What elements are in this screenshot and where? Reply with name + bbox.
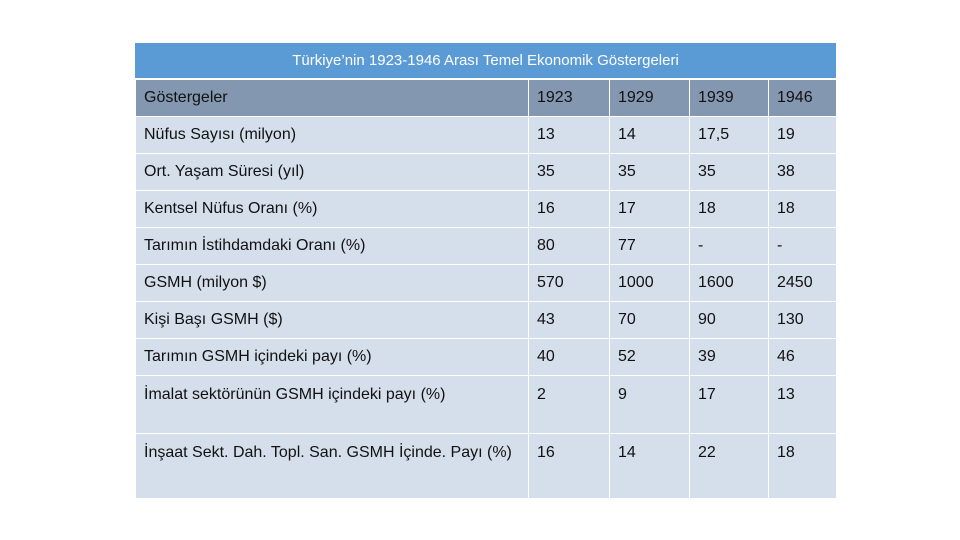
table-row: Tarımın GSMH içindeki payı (%) 40 52 39 46 — [135, 338, 837, 376]
table-cell: 35 — [528, 153, 610, 191]
table-cell: 13 — [768, 375, 837, 434]
table-cell: 14 — [609, 116, 690, 154]
table-cell: 19 — [768, 116, 837, 154]
table-cell: - — [768, 227, 837, 265]
table-cell: 2450 — [768, 264, 837, 302]
table-cell: 70 — [609, 301, 690, 339]
table-cell: 17,5 — [689, 116, 769, 154]
table-cell: 17 — [689, 375, 769, 434]
table-cell: 9 — [609, 375, 690, 434]
table-cell: 80 — [528, 227, 610, 265]
table-cell: 40 — [528, 338, 610, 376]
table-row: İmalat sektörünün GSMH içindeki payı (%)… — [135, 375, 837, 434]
table-cell: Göstergeler — [135, 79, 529, 117]
table-cell: 39 — [689, 338, 769, 376]
table-cell: İmalat sektörünün GSMH içindeki payı (%) — [135, 375, 529, 434]
table-cell: Kişi Başı GSMH ($) — [135, 301, 529, 339]
table-cell: 16 — [528, 433, 610, 499]
table-cell: 18 — [689, 190, 769, 228]
table-cell: 2 — [528, 375, 610, 434]
table-row: Tarımın İstihdamdaki Oranı (%) 80 77- - — [135, 227, 837, 265]
table-row: Göstergeler 1923 1929 1939 1946 — [135, 79, 837, 117]
table-cell: 570 — [528, 264, 610, 302]
table-cell: GSMH (milyon $) — [135, 264, 529, 302]
table-cell: 43 — [528, 301, 610, 339]
table-cell: 38 — [768, 153, 837, 191]
table-cell: 22 — [689, 433, 769, 499]
table-cell: 35 — [689, 153, 769, 191]
table-cell: 1929 — [609, 79, 690, 117]
table-row: Kentsel Nüfus Oranı (%) 16 17 18 18 — [135, 190, 837, 228]
table-cell: 35 — [609, 153, 690, 191]
table-cell: 13 — [528, 116, 610, 154]
table-cell: 1000 — [609, 264, 690, 302]
table-cell: - — [689, 227, 769, 265]
table-cell: İnşaat Sekt. Dah. Topl. San. GSMH İçinde… — [135, 433, 529, 499]
table-cell: 77 — [609, 227, 690, 265]
table: Göstergeler 1923 1929 1939 1946 Nüfus Sayısı … — [135, 79, 837, 499]
table-row: Kişi Başı GSMH ($) 43 70 90 130 — [135, 301, 837, 339]
table-cell: Tarımın İstihdamdaki Oranı (%) — [135, 227, 529, 265]
table-cell: 90 — [689, 301, 769, 339]
table-row: İnşaat Sekt. Dah. Topl. San. GSMH İçinde… — [135, 433, 837, 499]
table-cell: Tarımın GSMH içindeki payı (%) — [135, 338, 529, 376]
table-cell: 18 — [768, 190, 837, 228]
table-cell: Nüfus Sayısı (milyon) — [135, 116, 529, 154]
table-cell: 1946 — [768, 79, 837, 117]
table-cell: Ort. Yaşam Süresi (yıl) — [135, 153, 529, 191]
table-cell: 18 — [768, 433, 837, 499]
table-cell: Kentsel Nüfus Oranı (%) — [135, 190, 529, 228]
table-row: Ort. Yaşam Süresi (yıl) 35 35 35 38 — [135, 153, 837, 191]
table-cell: 46 — [768, 338, 837, 376]
table-row: Nüfus Sayısı (milyon) 13 14 17,5 19 — [135, 116, 837, 154]
table-cell: 130 — [768, 301, 837, 339]
table-row: GSMH (milyon $) 570 1000 1600 2450 — [135, 264, 837, 302]
table-cell: 16 — [528, 190, 610, 228]
table-cell: 1939 — [689, 79, 769, 117]
table-cell: 52 — [609, 338, 690, 376]
table-cell: 1600 — [689, 264, 769, 302]
table-cell: 1923 — [528, 79, 610, 117]
table-cell: 14 — [609, 433, 690, 499]
table-title: Türkiye’nin 1923-1946 Arası Temel Ekonom… — [135, 43, 836, 78]
table-cell: 17 — [609, 190, 690, 228]
